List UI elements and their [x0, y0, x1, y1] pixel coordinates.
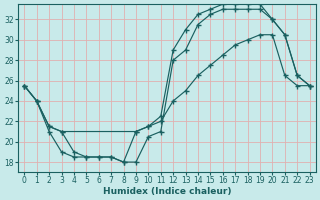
- X-axis label: Humidex (Indice chaleur): Humidex (Indice chaleur): [103, 187, 231, 196]
